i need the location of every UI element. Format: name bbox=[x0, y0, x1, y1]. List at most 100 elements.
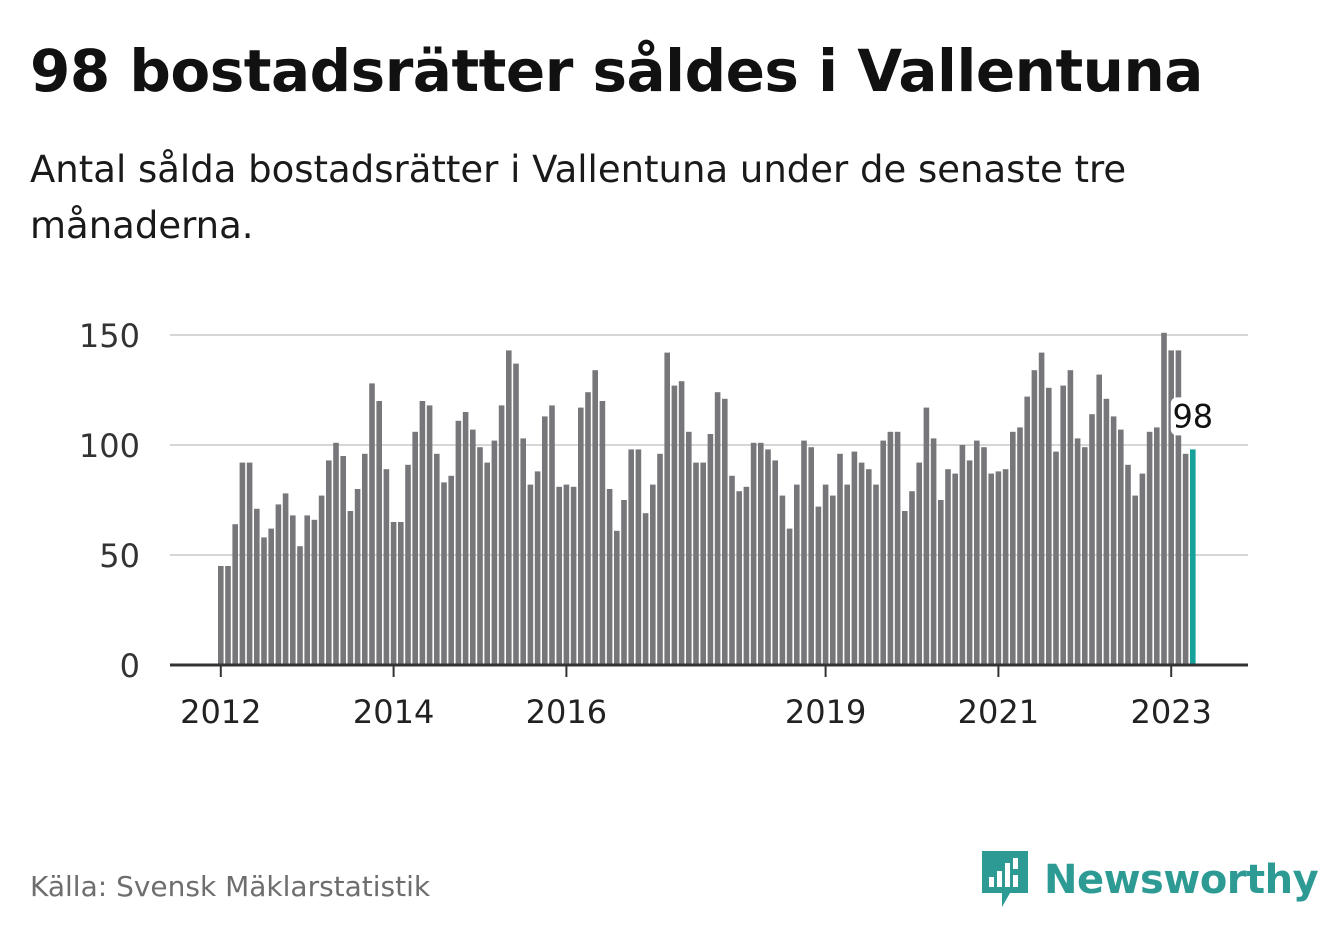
bar bbox=[880, 440, 886, 665]
bar bbox=[556, 486, 562, 665]
bar bbox=[318, 495, 325, 665]
bar bbox=[570, 486, 577, 665]
bar bbox=[714, 392, 721, 665]
bar bbox=[254, 508, 260, 665]
bar bbox=[794, 484, 800, 665]
x-tick-label-2014: 2014 bbox=[353, 693, 434, 731]
bar bbox=[1096, 374, 1102, 665]
bar bbox=[606, 489, 613, 665]
x-tick-label-2019: 2019 bbox=[785, 693, 866, 731]
bar bbox=[772, 460, 778, 665]
chart-title: 98 bostadsrätter såldes i Vallentuna bbox=[30, 37, 1203, 105]
bar bbox=[563, 484, 570, 665]
bar bbox=[1010, 431, 1016, 665]
chart-subtitle: Antal sålda bostadsrätter i Vallentuna u… bbox=[30, 148, 1127, 247]
y-tick-label-50: 50 bbox=[99, 537, 140, 575]
bar bbox=[390, 522, 397, 665]
bar bbox=[578, 407, 584, 665]
bar bbox=[326, 460, 332, 665]
bar bbox=[506, 350, 512, 665]
bar bbox=[844, 484, 850, 665]
source-note: Källa: Svensk Mäklarstatistik bbox=[30, 870, 431, 903]
bar bbox=[801, 440, 807, 665]
bar bbox=[722, 398, 728, 665]
bar bbox=[700, 462, 706, 665]
bar bbox=[1089, 414, 1095, 665]
bar bbox=[959, 445, 966, 665]
bar bbox=[1154, 427, 1160, 665]
x-tick-label-2016: 2016 bbox=[526, 693, 607, 731]
bar bbox=[275, 504, 282, 665]
bar bbox=[642, 513, 649, 665]
bar bbox=[894, 431, 901, 665]
bar bbox=[441, 482, 447, 665]
newsworthy-logo-icon bbox=[982, 851, 1028, 907]
bar bbox=[412, 431, 418, 665]
bar bbox=[347, 511, 354, 665]
bar bbox=[614, 530, 620, 665]
bar bbox=[1175, 350, 1182, 665]
bar bbox=[851, 451, 858, 665]
bar bbox=[376, 401, 382, 665]
bar bbox=[426, 405, 433, 665]
bar bbox=[822, 484, 829, 665]
bar bbox=[268, 528, 274, 665]
highlight-label-bg bbox=[1170, 397, 1215, 436]
bar bbox=[736, 491, 742, 665]
bar bbox=[995, 471, 1002, 665]
bar bbox=[765, 449, 771, 665]
bar bbox=[311, 519, 318, 665]
bar bbox=[750, 442, 757, 665]
y-tick-label-0: 0 bbox=[120, 647, 140, 685]
bar bbox=[1082, 447, 1088, 665]
bar bbox=[282, 493, 289, 665]
bar bbox=[232, 524, 238, 665]
bar bbox=[887, 431, 894, 665]
bar bbox=[534, 471, 541, 665]
bar bbox=[650, 484, 656, 665]
bar bbox=[448, 475, 454, 665]
bar bbox=[1017, 427, 1023, 665]
bar bbox=[1038, 352, 1045, 665]
newsworthy-brand[interactable]: Newsworthy bbox=[980, 848, 1319, 912]
bar bbox=[513, 363, 519, 665]
bar bbox=[693, 462, 699, 665]
bar bbox=[477, 447, 483, 665]
bar bbox=[686, 431, 692, 665]
bar-highlight bbox=[1190, 449, 1196, 665]
bar bbox=[1024, 396, 1030, 665]
bar bbox=[902, 511, 908, 665]
bar bbox=[239, 462, 246, 665]
bar bbox=[369, 383, 375, 665]
bar bbox=[1146, 431, 1153, 665]
bar bbox=[434, 453, 440, 665]
bar bbox=[362, 453, 368, 665]
y-tick-label-100: 100 bbox=[79, 427, 140, 465]
bar bbox=[455, 420, 462, 665]
bar bbox=[635, 449, 642, 665]
bar bbox=[419, 401, 426, 665]
brand-name: Newsworthy bbox=[1044, 857, 1319, 903]
bar bbox=[218, 566, 224, 665]
bar bbox=[1103, 398, 1110, 665]
bar bbox=[815, 506, 822, 665]
bar bbox=[930, 438, 937, 665]
bar bbox=[491, 440, 498, 665]
bar bbox=[830, 495, 836, 665]
bar bbox=[743, 486, 750, 665]
x-axis bbox=[170, 663, 1248, 677]
bar bbox=[484, 462, 490, 665]
bar bbox=[628, 449, 634, 665]
bar bbox=[1125, 464, 1131, 665]
bar bbox=[1053, 451, 1059, 665]
bar bbox=[974, 440, 980, 665]
bar bbox=[981, 447, 987, 665]
bar bbox=[383, 469, 390, 665]
bar bbox=[707, 434, 714, 665]
bar bbox=[657, 453, 663, 665]
bar bbox=[837, 453, 843, 665]
bar bbox=[1110, 416, 1117, 665]
bar bbox=[916, 462, 922, 665]
bar bbox=[1132, 495, 1138, 665]
bar bbox=[354, 489, 361, 665]
